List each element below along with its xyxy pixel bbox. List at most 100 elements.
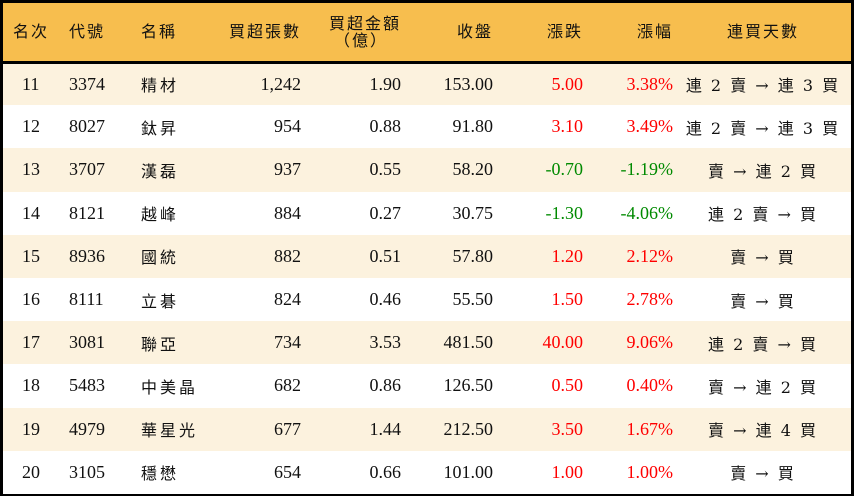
cell-net-buy-amount: 1.90 — [369, 73, 402, 94]
cell-streak: 賣 → 連 4 買 — [708, 421, 818, 441]
table-row: 20 3105 穩懋 654 0.66 101.00 1.00 1.00% 賣 … — [3, 450, 851, 494]
cell-close: 101.00 — [443, 461, 494, 482]
cell-name: 精材 — [141, 76, 180, 96]
cell-rank: 17 — [22, 332, 40, 353]
cell-code: 4979 — [69, 418, 105, 439]
cell-change: 0.50 — [551, 375, 584, 396]
cell-close: 55.50 — [452, 289, 494, 310]
cell-net-buy-amount: 0.88 — [369, 116, 402, 137]
cell-name: 漢磊 — [141, 161, 180, 181]
cell-name: 中美晶 — [141, 377, 199, 397]
cell-change-pct: 9.06% — [626, 332, 674, 353]
cell-code: 8936 — [69, 245, 105, 266]
cell-change-pct: 1.00% — [626, 461, 674, 482]
cell-change-pct: 1.67% — [626, 418, 674, 439]
cell-rank: 18 — [22, 375, 40, 396]
cell-change: 3.50 — [551, 418, 584, 439]
table-row: 16 8111 立碁 824 0.46 55.50 1.50 2.78% 賣 →… — [3, 277, 851, 322]
cell-rank: 13 — [22, 159, 40, 180]
cell-net-buy-lots: 734 — [274, 332, 301, 353]
cell-code: 3081 — [69, 332, 105, 353]
cell-net-buy-amount: 0.46 — [369, 289, 402, 310]
net-buy-ranking-table: 名次 代號 名稱 買超張數 買超金額 （億） 收盤 漲跌 漲幅 連買天數 11 … — [3, 3, 851, 494]
cell-change-pct: 0.40% — [626, 375, 674, 396]
cell-change-pct: 3.49% — [626, 116, 674, 137]
cell-change: 3.10 — [551, 116, 584, 137]
cell-streak: 連 2 賣 → 買 — [708, 334, 818, 354]
table-row: 19 4979 華星光 677 1.44 212.50 3.50 1.67% 賣… — [3, 407, 851, 451]
cell-net-buy-amount: 3.53 — [369, 332, 402, 353]
cell-close: 126.50 — [443, 375, 494, 396]
cell-net-buy-amount: 0.66 — [369, 461, 402, 482]
cell-streak: 賣 → 買 — [730, 248, 796, 268]
cell-streak: 賣 → 買 — [730, 464, 796, 484]
table-row: 13 3707 漢磊 937 0.55 58.20 -0.70 -1.19% 賣… — [3, 148, 851, 192]
table-row: 17 3081 聯亞 734 3.53 481.50 40.00 9.06% 連… — [3, 321, 851, 365]
cell-close: 30.75 — [452, 202, 494, 223]
cell-change: 1.00 — [551, 461, 584, 482]
cell-change: 40.00 — [542, 332, 584, 353]
cell-streak: 賣 → 買 — [730, 291, 796, 311]
cell-rank: 19 — [22, 418, 40, 439]
cell-streak: 賣 → 連 2 買 — [708, 377, 818, 397]
cell-name: 立碁 — [141, 291, 180, 311]
cell-streak: 連 2 賣 → 連 3 買 — [685, 118, 841, 138]
cell-change-pct: -4.06% — [620, 202, 674, 223]
cell-net-buy-lots: 682 — [274, 375, 301, 396]
header-change-pct: 漲幅 — [585, 3, 675, 64]
cell-rank: 14 — [22, 202, 40, 223]
cell-close: 58.20 — [452, 159, 494, 180]
table-row: 15 8936 國統 882 0.51 57.80 1.20 2.12% 賣 →… — [3, 234, 851, 278]
cell-net-buy-lots: 824 — [274, 289, 301, 310]
cell-net-buy-lots: 954 — [274, 116, 301, 137]
cell-streak: 賣 → 連 2 買 — [708, 161, 818, 181]
cell-rank: 12 — [22, 116, 40, 137]
cell-net-buy-lots: 884 — [274, 202, 301, 223]
header-net-buy-lots: 買超張數 — [217, 3, 301, 64]
table-row: 12 8027 鈦昇 954 0.88 91.80 3.10 3.49% 連 2… — [3, 105, 851, 149]
cell-net-buy-amount: 0.86 — [369, 375, 402, 396]
cell-code: 3374 — [69, 73, 105, 94]
cell-change-pct: 2.78% — [626, 289, 674, 310]
header-net-buy-amount-label: 買超金額 — [328, 13, 401, 33]
cell-streak: 連 2 賣 → 買 — [708, 205, 818, 225]
cell-code: 8111 — [69, 289, 104, 310]
cell-code: 5483 — [69, 375, 105, 396]
cell-close: 481.50 — [443, 332, 494, 353]
cell-close: 91.80 — [452, 116, 494, 137]
cell-net-buy-amount: 1.44 — [369, 418, 402, 439]
cell-change-pct: -1.19% — [620, 159, 674, 180]
header-net-buy-amount: 買超金額 （億） — [301, 3, 405, 64]
header-code: 代號 — [65, 3, 137, 64]
cell-code: 8121 — [69, 202, 105, 223]
cell-net-buy-lots: 654 — [274, 461, 301, 482]
cell-rank: 11 — [22, 73, 40, 94]
cell-close: 57.80 — [452, 245, 494, 266]
cell-rank: 15 — [22, 245, 40, 266]
cell-net-buy-lots: 937 — [274, 159, 301, 180]
cell-change-pct: 2.12% — [626, 245, 674, 266]
cell-net-buy-lots: 882 — [274, 245, 301, 266]
cell-change: -1.30 — [545, 202, 584, 223]
cell-net-buy-lots: 1,242 — [260, 73, 302, 94]
cell-change: -0.70 — [545, 159, 584, 180]
table-header-row: 名次 代號 名稱 買超張數 買超金額 （億） 收盤 漲跌 漲幅 連買天數 — [3, 3, 851, 64]
cell-net-buy-amount: 0.51 — [369, 245, 402, 266]
cell-change: 1.50 — [551, 289, 584, 310]
cell-close: 153.00 — [443, 73, 494, 94]
cell-rank: 20 — [22, 461, 40, 482]
cell-name: 穩懋 — [141, 464, 180, 484]
cell-name: 越峰 — [141, 205, 180, 225]
header-streak: 連買天數 — [675, 3, 851, 64]
cell-name: 鈦昇 — [141, 118, 180, 138]
cell-code: 3105 — [69, 461, 105, 482]
cell-streak: 連 2 賣 → 連 3 買 — [685, 76, 841, 96]
cell-name: 國統 — [141, 248, 180, 268]
table-row: 11 3374 精材 1,242 1.90 153.00 5.00 3.38% … — [3, 62, 851, 106]
cell-code: 3707 — [69, 159, 105, 180]
cell-change-pct: 3.38% — [626, 73, 674, 94]
header-rank: 名次 — [3, 3, 65, 64]
cell-net-buy-amount: 0.55 — [369, 159, 402, 180]
header-name: 名稱 — [137, 3, 217, 64]
